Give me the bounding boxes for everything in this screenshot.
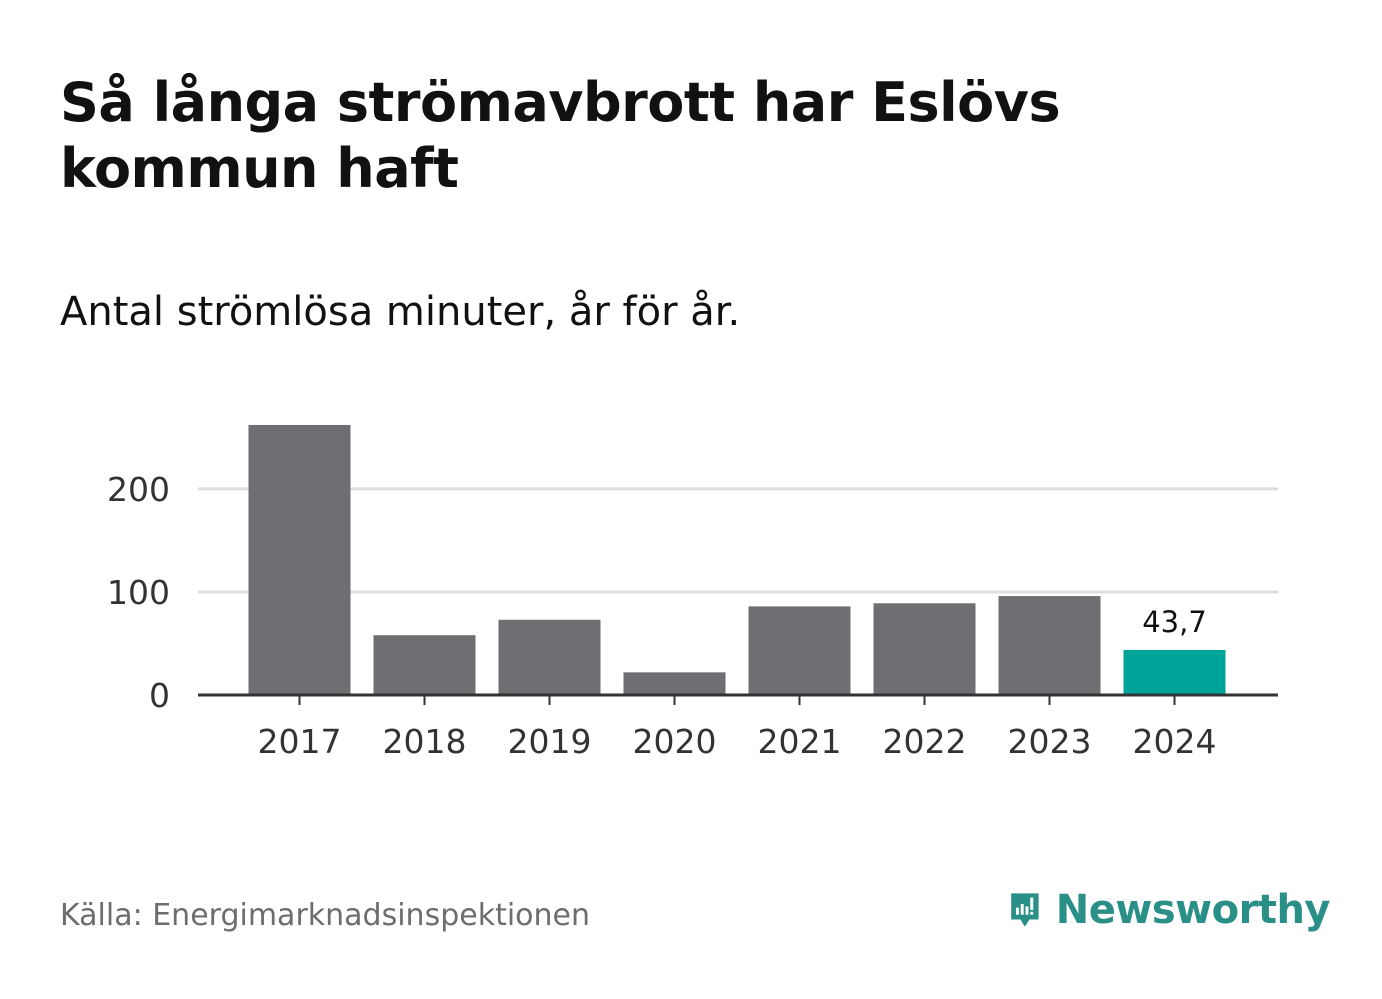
- chart-subtitle: Antal strömlösa minuter, år för år.: [60, 289, 741, 335]
- source-note: Källa: Energimarknadsinspektionen: [60, 898, 591, 933]
- bar-2019: [498, 619, 601, 695]
- chart-title: Så långa strömavbrott har Eslövs kommun …: [60, 71, 1061, 200]
- bar-2020: [623, 672, 726, 695]
- x-tick-label-2024: 2024: [1133, 722, 1217, 761]
- bar-2023: [998, 596, 1101, 695]
- x-tick-label-2020: 2020: [633, 722, 717, 761]
- newsworthy-logo-icon: [1011, 893, 1039, 927]
- x-tick-label-2019: 2019: [508, 722, 592, 761]
- bar-2017: [248, 425, 351, 695]
- data-label-2024: 43,7: [1142, 605, 1207, 639]
- x-tick-label-2017: 2017: [258, 722, 342, 761]
- bar-2018: [373, 635, 476, 695]
- x-tick-label-2022: 2022: [883, 722, 967, 761]
- bar-2024: [1123, 649, 1226, 695]
- y-tick-label-100: 100: [107, 573, 170, 612]
- brand-name: Newsworthy: [1055, 887, 1331, 933]
- bar-2022: [873, 603, 976, 695]
- y-tick-label-200: 200: [107, 470, 170, 509]
- x-tick-label-2021: 2021: [758, 722, 842, 761]
- x-tick-label-2023: 2023: [1008, 722, 1092, 761]
- bar-chart: 0 100 200 2017 2018 2019 2020 2021 2022 2023 2024 4…: [107, 425, 1278, 761]
- bar-2021: [748, 606, 851, 695]
- x-tick-label-2018: 2018: [383, 722, 467, 761]
- y-tick-label-0: 0: [149, 676, 170, 715]
- brand-logo: Newsworthy: [1010, 878, 1331, 942]
